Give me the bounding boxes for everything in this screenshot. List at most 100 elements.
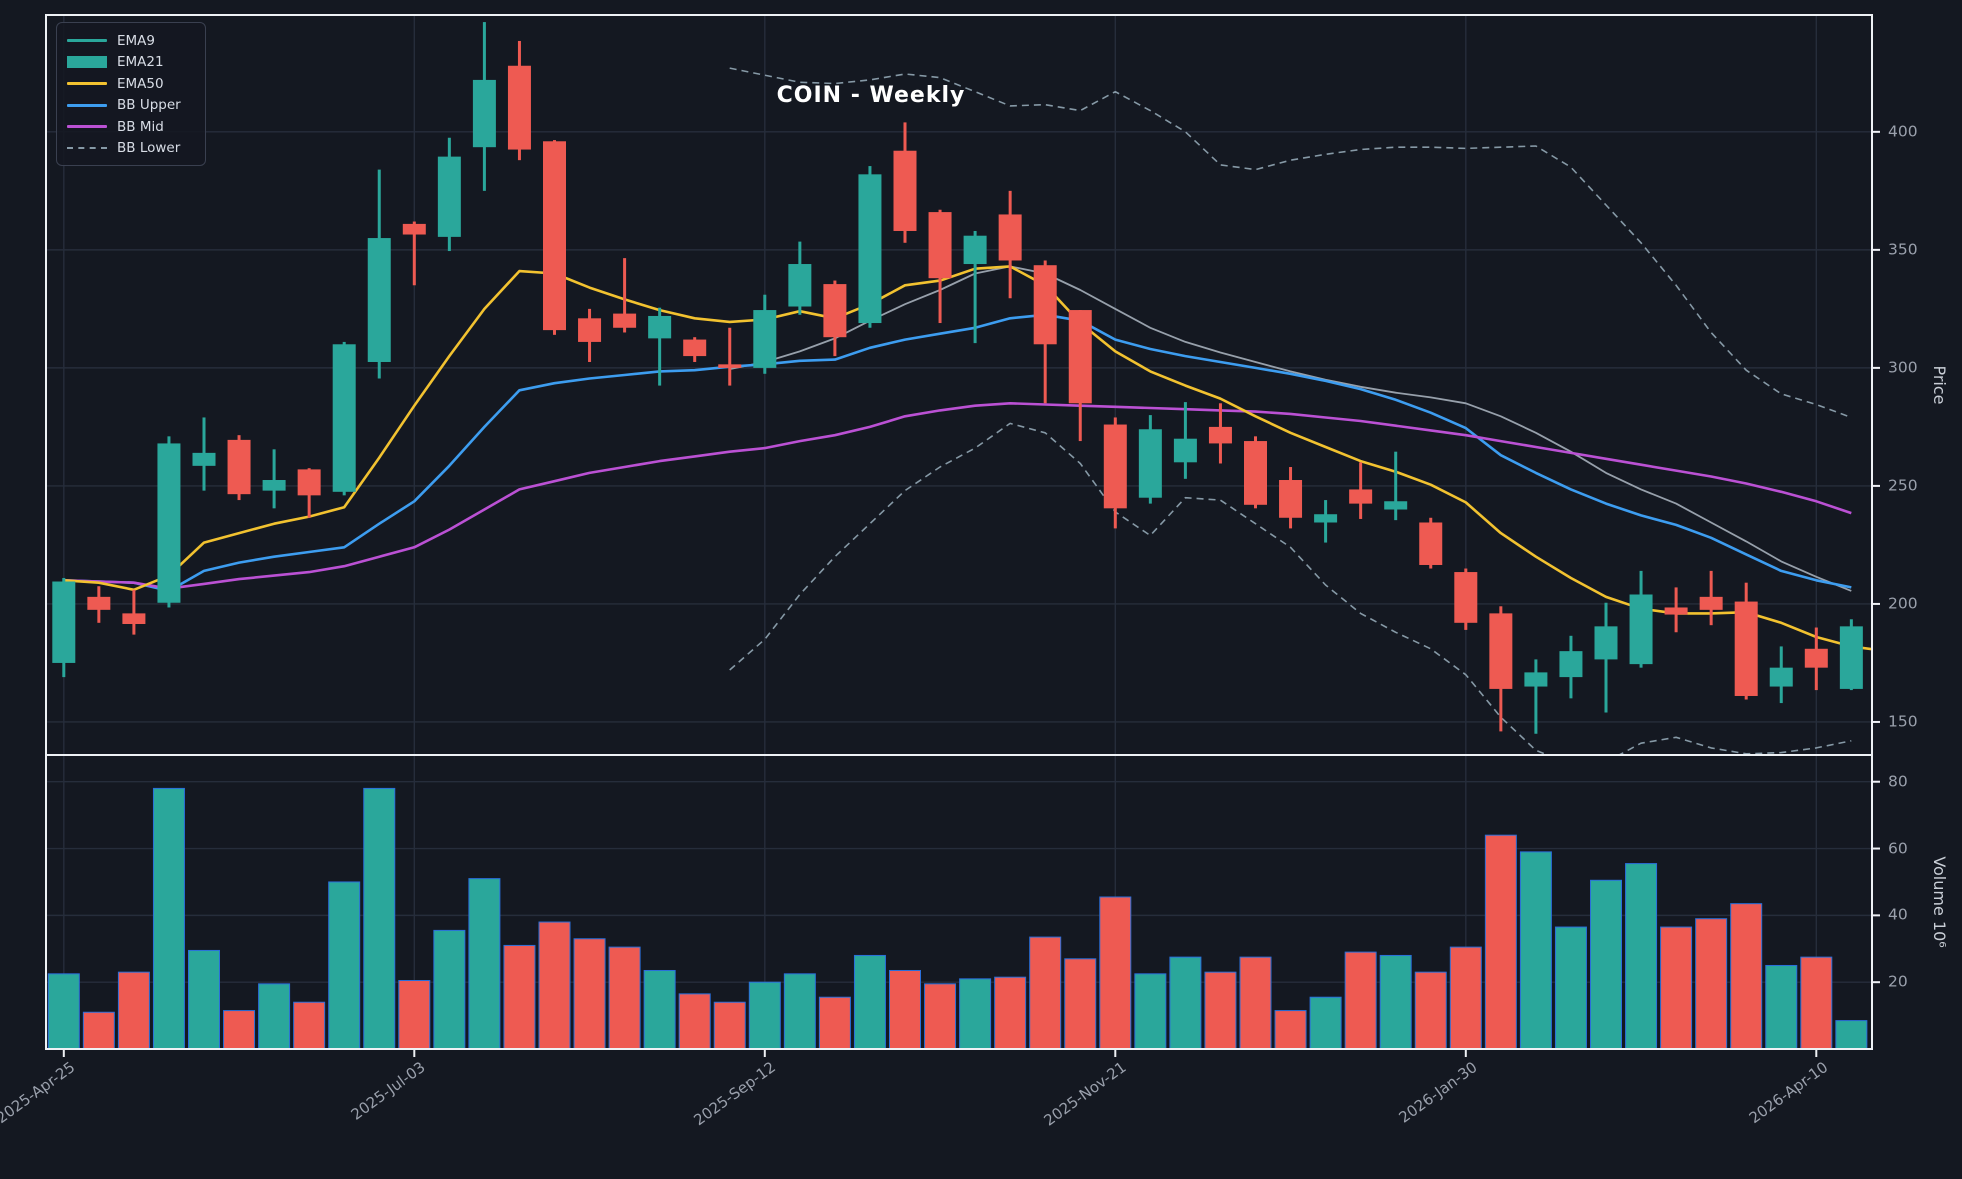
legend-swatch-icon — [67, 103, 107, 107]
volume-bar — [1765, 964, 1798, 1049]
candle-body — [1524, 672, 1548, 687]
candle — [1138, 415, 1162, 504]
candle — [1524, 659, 1548, 734]
candle-body — [1314, 514, 1338, 523]
candle — [1033, 260, 1057, 404]
candle — [613, 258, 637, 333]
panel-spines — [45, 14, 1873, 1050]
volume-bar — [293, 1001, 326, 1049]
candle-wick — [412, 221, 416, 286]
candle — [1103, 417, 1127, 529]
candle-body — [157, 443, 181, 603]
candle-body — [437, 156, 461, 237]
candle-body — [472, 79, 496, 148]
overlay-line-bb_upper — [63, 313, 1852, 593]
candle-body — [1068, 310, 1092, 404]
overlay-line-bb_outer_lower — [729, 422, 1852, 755]
volume-bar — [1695, 918, 1728, 1049]
candle-body — [1664, 607, 1688, 615]
volume-bar — [678, 993, 711, 1049]
volume-bar — [1449, 946, 1482, 1049]
overlay-line-bb_mid — [63, 402, 1852, 590]
candle-body — [963, 235, 987, 265]
candle-body — [262, 480, 286, 491]
candle — [1734, 582, 1758, 700]
candle-body — [683, 339, 707, 357]
candle — [332, 341, 356, 496]
legend-item-label: BB Lower — [117, 140, 181, 157]
volume-bar — [1484, 834, 1517, 1049]
volume-bar — [783, 973, 816, 1049]
price-axis-label: Price — [1930, 365, 1949, 405]
legend-item-label: EMA9 — [117, 32, 156, 49]
candle — [1314, 500, 1338, 543]
candle-body — [227, 439, 251, 495]
volume-bar — [1029, 936, 1062, 1049]
candle-wick — [973, 230, 977, 344]
candle-body — [122, 613, 146, 624]
volume-bar — [713, 1001, 746, 1049]
candle — [1208, 403, 1232, 464]
volume-bar — [1274, 1010, 1307, 1049]
legend-item-bb-lower: BB Lower — [67, 138, 195, 160]
volume-bar — [1414, 971, 1447, 1049]
volume-bar — [1344, 951, 1377, 1049]
candle — [1629, 570, 1653, 668]
candle-body — [718, 364, 742, 368]
candle-body — [297, 469, 321, 496]
candle-body — [1208, 426, 1232, 444]
legend-swatch-icon — [67, 125, 107, 129]
legend-item-ema50: EMA50 — [67, 73, 195, 95]
candle — [963, 230, 987, 344]
volume-bar — [1625, 863, 1658, 1049]
candle — [1839, 619, 1863, 691]
candle-wick — [1394, 451, 1398, 521]
candle — [1559, 635, 1583, 699]
volume-bar — [47, 973, 80, 1049]
candle — [718, 327, 742, 386]
volume-bar — [1239, 956, 1272, 1049]
volume-bar — [328, 881, 361, 1049]
legend-swatch-icon — [67, 56, 107, 69]
volume-bar — [152, 787, 185, 1049]
candle-wick — [1534, 659, 1538, 734]
candle-body — [1103, 424, 1127, 509]
price-tick-label: 400 — [1888, 122, 1918, 141]
candle-body — [1594, 626, 1618, 660]
volume-tick-label: 20 — [1888, 972, 1908, 991]
candle — [683, 337, 707, 362]
volume-bar — [959, 978, 992, 1049]
volume-bar — [1134, 973, 1167, 1049]
volume-bar — [503, 944, 536, 1049]
volume-bar — [538, 921, 571, 1049]
volume-bar — [223, 1010, 256, 1049]
candle-body — [507, 65, 531, 150]
candle — [1173, 402, 1197, 479]
volume-bar — [1660, 926, 1693, 1049]
volume-bar — [363, 787, 396, 1049]
volume-bar — [994, 976, 1027, 1049]
candle-wick — [658, 307, 662, 386]
volume-bar — [1554, 926, 1587, 1049]
volume-bar — [1379, 954, 1412, 1049]
candle-wick — [623, 258, 627, 333]
candle-body — [1419, 522, 1443, 565]
candle — [1419, 517, 1443, 569]
candle — [1664, 587, 1688, 633]
candle-body — [1734, 601, 1758, 696]
volume-bar — [608, 946, 641, 1049]
volume-bar — [1204, 971, 1237, 1049]
candle-body — [1769, 667, 1793, 687]
candle — [753, 294, 777, 374]
candle-body — [402, 223, 426, 235]
candle — [1594, 602, 1618, 713]
candle — [1769, 646, 1793, 704]
candle — [823, 280, 847, 357]
candle-wick — [132, 589, 136, 635]
candle — [367, 169, 391, 379]
candle — [437, 137, 461, 252]
candles — [52, 22, 1863, 734]
candle-wick — [728, 327, 732, 386]
legend-swatch-icon — [67, 147, 107, 150]
